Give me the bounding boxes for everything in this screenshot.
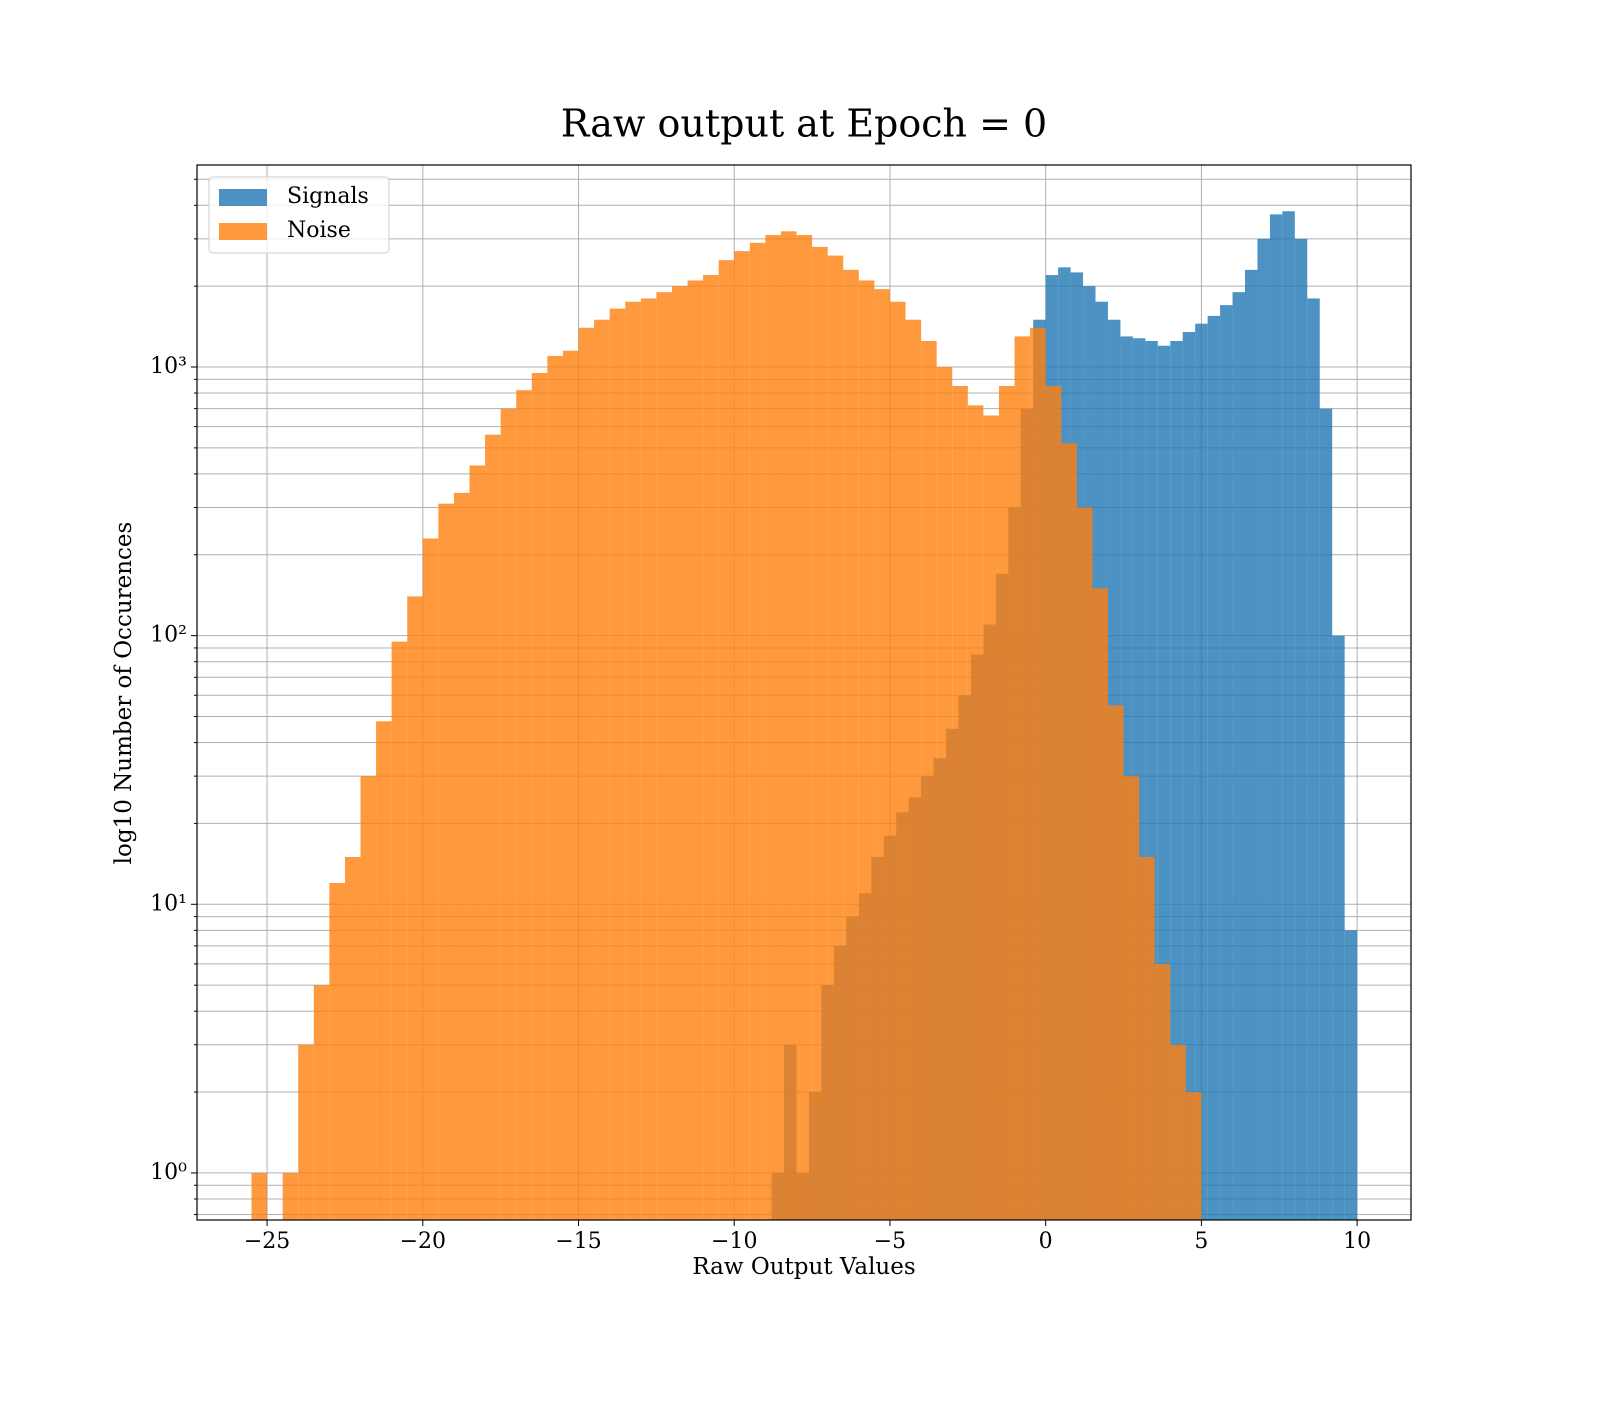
bar xyxy=(1139,856,1155,1220)
bar xyxy=(485,434,501,1220)
bar xyxy=(765,235,781,1220)
bar xyxy=(407,596,423,1220)
bar xyxy=(594,319,610,1220)
bar xyxy=(656,292,672,1220)
y-axis-label: log10 Number of Occurences xyxy=(111,522,137,865)
bar xyxy=(874,289,890,1220)
bar xyxy=(1170,1044,1186,1220)
bar xyxy=(718,260,735,1220)
bar xyxy=(313,985,330,1220)
bar xyxy=(500,408,517,1220)
y-tick-label: 10⁰ xyxy=(150,1160,187,1185)
y-tick-label: 10³ xyxy=(150,354,187,379)
bar xyxy=(344,856,361,1220)
y-tick-label: 10¹ xyxy=(150,891,187,916)
x-tick-label: −20 xyxy=(400,1229,446,1254)
bar xyxy=(703,275,719,1220)
bar xyxy=(827,255,844,1221)
bar xyxy=(967,405,984,1220)
bar xyxy=(1332,635,1345,1220)
bar xyxy=(1269,214,1283,1220)
bar xyxy=(625,301,641,1220)
bar xyxy=(1154,963,1171,1220)
x-tick-label: −15 xyxy=(555,1229,601,1254)
bar xyxy=(1030,327,1046,1221)
bar xyxy=(858,280,875,1220)
bar xyxy=(1123,776,1140,1220)
bar xyxy=(1195,323,1208,1221)
bar xyxy=(438,503,454,1221)
bar xyxy=(578,327,595,1221)
bar xyxy=(1294,238,1308,1221)
bar xyxy=(391,641,408,1220)
x-tick-label: 0 xyxy=(1039,1229,1053,1254)
bar xyxy=(998,385,1015,1220)
bar xyxy=(1207,315,1221,1221)
bar xyxy=(1045,385,1062,1220)
bar xyxy=(469,465,486,1220)
bar xyxy=(1185,1092,1202,1220)
bar xyxy=(1076,507,1093,1220)
bar xyxy=(422,538,439,1220)
bar xyxy=(282,1172,299,1220)
bar xyxy=(843,269,859,1220)
bar xyxy=(1182,332,1196,1220)
y-tick-label: 10² xyxy=(150,623,187,648)
bar xyxy=(360,776,377,1220)
bar xyxy=(1282,211,1295,1220)
bar xyxy=(329,883,345,1220)
bar xyxy=(1245,269,1258,1220)
bar xyxy=(298,1044,314,1220)
legend-swatch xyxy=(219,189,267,206)
bar xyxy=(749,242,766,1220)
bar xyxy=(687,280,704,1220)
x-axis-label: Raw Output Values xyxy=(692,1254,915,1280)
plot-frame xyxy=(196,164,1412,1221)
x-tick-label: −10 xyxy=(711,1229,757,1254)
x-tick-label: −25 xyxy=(244,1229,290,1254)
chart-title: Raw output at Epoch = 0 xyxy=(561,102,1047,146)
bar xyxy=(1307,298,1320,1220)
bar xyxy=(1092,588,1108,1220)
bar xyxy=(905,319,922,1220)
x-tick-label: 5 xyxy=(1194,1229,1208,1254)
bar xyxy=(453,492,470,1220)
bar xyxy=(640,298,657,1220)
x-tick-label: −5 xyxy=(874,1229,906,1254)
bar xyxy=(1170,340,1183,1220)
bar xyxy=(609,308,626,1220)
bar xyxy=(376,721,392,1220)
legend-label: Signals xyxy=(287,184,369,209)
bar xyxy=(1107,705,1124,1220)
bar xyxy=(1257,238,1270,1221)
bar xyxy=(1232,292,1246,1220)
x-tick-label: 10 xyxy=(1343,1229,1371,1254)
bar xyxy=(671,286,688,1220)
bar xyxy=(734,251,750,1220)
bar xyxy=(531,373,548,1220)
bar xyxy=(251,1172,268,1220)
bar xyxy=(983,415,999,1221)
bar xyxy=(1014,336,1031,1220)
bar xyxy=(796,235,813,1220)
bar xyxy=(1319,408,1333,1220)
bar xyxy=(780,231,797,1221)
bar xyxy=(812,246,828,1220)
bar xyxy=(1344,930,1358,1220)
bar xyxy=(547,355,563,1221)
legend-swatch xyxy=(219,223,267,240)
bar xyxy=(936,367,953,1220)
bar xyxy=(562,350,579,1221)
bar xyxy=(1220,305,1233,1221)
legend-label: Noise xyxy=(287,218,351,243)
bar xyxy=(1061,443,1077,1220)
bar xyxy=(952,385,968,1220)
bar xyxy=(516,390,532,1220)
bar xyxy=(921,340,937,1220)
bar xyxy=(889,301,906,1220)
